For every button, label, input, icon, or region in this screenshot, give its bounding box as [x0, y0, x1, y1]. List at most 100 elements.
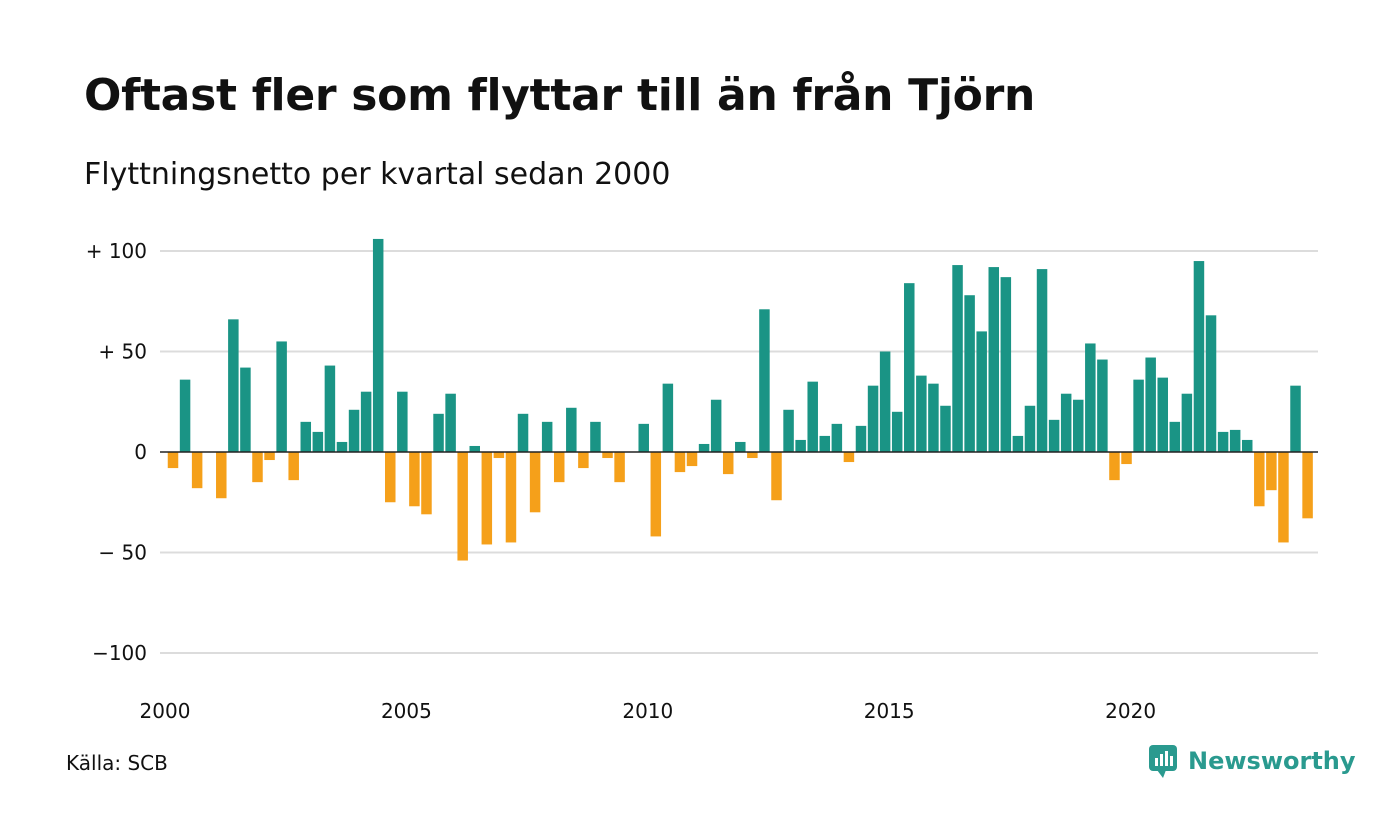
bar: [457, 452, 468, 561]
bar: [324, 365, 336, 452]
bar: [662, 383, 674, 452]
source-note: Källa: SCB: [66, 751, 168, 775]
bar: [421, 452, 432, 515]
bar: [1157, 377, 1168, 452]
bar: [276, 341, 287, 452]
bar: [940, 405, 951, 452]
bar: [1278, 452, 1289, 543]
bar: [1302, 452, 1313, 519]
bar: [879, 351, 891, 452]
bar: [360, 391, 372, 452]
axis-layer: + 100 + 50 0 − 50 −100 2000 2005 2010 2015 2020: [86, 239, 1318, 723]
bar: [191, 452, 203, 489]
brand-name: Newsworthy: [1188, 747, 1356, 775]
bar: [722, 452, 734, 475]
bar: [372, 238, 384, 452]
y-tick-label: 0: [134, 440, 147, 464]
chart-subtitle: Flyttningsnetto per kvartal sedan 2000: [84, 157, 671, 192]
bar: [1085, 343, 1096, 452]
bar: [179, 379, 191, 452]
x-tick-label: 2010: [622, 699, 673, 723]
bar: [288, 452, 299, 481]
bar: [1181, 393, 1193, 452]
bar: [602, 452, 613, 459]
bar: [300, 421, 312, 452]
bar: [916, 375, 927, 452]
x-tick-label: 2015: [864, 699, 915, 723]
grid-layer: [160, 250, 1318, 654]
bar: [409, 452, 420, 507]
bar: [638, 423, 649, 452]
chart-title: Oftast fler som flyttar till än från Tjö…: [84, 70, 1036, 121]
bar: [867, 385, 879, 452]
bar: [614, 452, 625, 483]
bar: [831, 423, 843, 452]
bar: [795, 439, 806, 452]
bar: [964, 295, 975, 452]
bar: [505, 452, 517, 543]
bar: [1036, 269, 1048, 452]
bar: [1229, 429, 1241, 452]
bar: [348, 409, 360, 452]
y-tick-label: − 50: [98, 541, 147, 565]
bar: [240, 367, 251, 452]
bar-layer: [167, 238, 1313, 561]
bar: [747, 452, 758, 459]
bar: [759, 309, 770, 452]
bar: [1145, 357, 1156, 452]
bar: [493, 452, 505, 459]
bar: [1217, 431, 1229, 452]
bar: [312, 431, 324, 452]
bar: [469, 445, 480, 452]
bar: [710, 399, 722, 452]
bar: [445, 393, 456, 452]
bar: [1169, 421, 1181, 452]
y-tick-label: + 50: [98, 340, 147, 364]
bar: [819, 435, 831, 452]
bar: [1073, 399, 1084, 452]
bar: [1133, 379, 1144, 452]
bar: [783, 409, 794, 452]
bar: [698, 443, 710, 452]
bar: [904, 283, 915, 452]
bar: [988, 267, 1000, 452]
bar: [216, 452, 227, 499]
bar: [807, 381, 818, 452]
bar: [397, 391, 408, 452]
bar: [336, 441, 348, 452]
bar: [891, 411, 903, 452]
bar: [1254, 452, 1265, 507]
x-tick-label: 2005: [381, 699, 432, 723]
y-tick-label: −100: [92, 641, 147, 665]
bar: [1266, 452, 1277, 491]
bar: [264, 452, 275, 461]
bar: [674, 452, 686, 473]
bar: [1097, 359, 1108, 452]
bar: [1205, 315, 1217, 452]
bar: [566, 407, 577, 452]
bar: [228, 319, 239, 452]
bar: [976, 331, 987, 452]
bar: [1060, 393, 1072, 452]
bar: [1241, 439, 1253, 452]
bar: [771, 452, 782, 501]
bar: [1024, 405, 1036, 452]
bar: [553, 452, 565, 483]
bar: [735, 441, 746, 452]
bar: [529, 452, 541, 513]
bar: [1109, 452, 1120, 481]
bar: [541, 421, 553, 452]
bar: [1193, 261, 1205, 452]
bar: [650, 452, 662, 537]
bar: [590, 421, 601, 452]
bar: [1000, 277, 1012, 452]
bar: [252, 452, 263, 483]
bar: [517, 413, 529, 452]
bar: [1012, 435, 1024, 452]
x-tick-label: 2020: [1105, 699, 1156, 723]
bar: [1121, 452, 1132, 465]
x-tick-label: 2000: [140, 699, 191, 723]
bar: [855, 425, 867, 452]
bar: [952, 265, 963, 452]
